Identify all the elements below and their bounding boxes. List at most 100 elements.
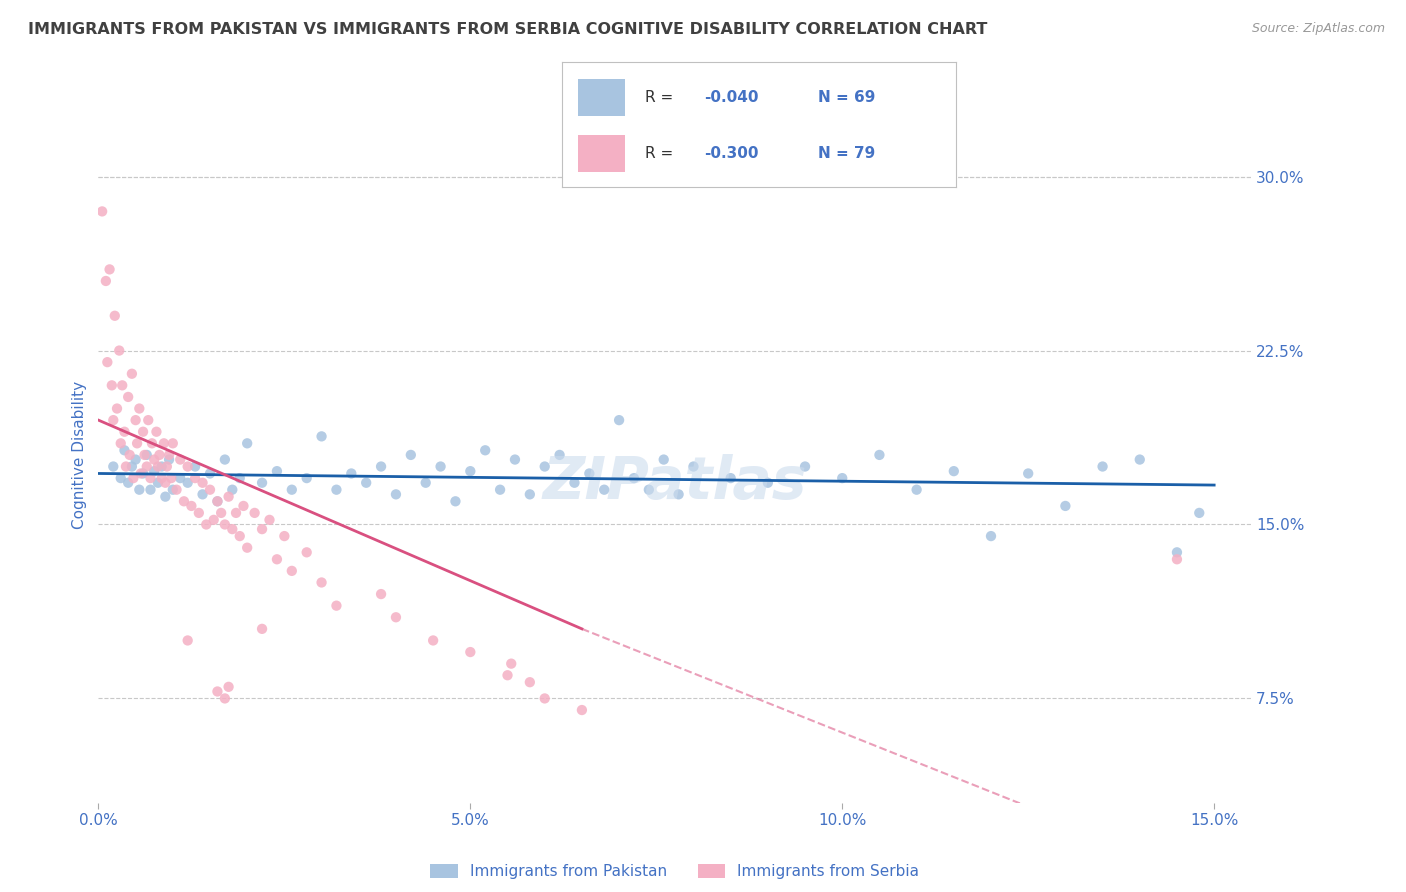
Point	[980, 529, 1002, 543]
Point	[250, 522, 273, 536]
Point	[91, 204, 114, 219]
Point	[198, 467, 221, 481]
Point	[121, 367, 143, 381]
Point	[533, 691, 555, 706]
Point	[623, 471, 645, 485]
Point	[444, 494, 467, 508]
Point	[503, 452, 526, 467]
Point	[868, 448, 890, 462]
Point	[519, 675, 541, 690]
Point	[180, 499, 202, 513]
Point	[221, 483, 243, 497]
Point	[1166, 552, 1188, 566]
Point	[259, 513, 281, 527]
Point	[905, 483, 928, 497]
Point	[184, 459, 207, 474]
Point	[141, 436, 163, 450]
Point	[429, 459, 451, 474]
Point	[250, 622, 273, 636]
Point	[232, 499, 254, 513]
Point	[243, 506, 266, 520]
Point	[281, 564, 304, 578]
Point	[489, 483, 512, 497]
Point	[176, 633, 198, 648]
Text: -0.300: -0.300	[704, 146, 759, 161]
Point	[250, 475, 273, 490]
Point	[385, 610, 408, 624]
Text: N = 69: N = 69	[818, 90, 876, 105]
Point	[229, 471, 252, 485]
Y-axis label: Cognitive Disability: Cognitive Disability	[72, 381, 87, 529]
Point	[370, 459, 392, 474]
Point	[370, 587, 392, 601]
Point	[94, 274, 117, 288]
Point	[127, 436, 149, 450]
Point	[105, 401, 128, 416]
Point	[143, 452, 166, 467]
Point	[266, 552, 288, 566]
Point	[184, 471, 207, 485]
Point	[942, 464, 965, 478]
Point	[114, 425, 136, 439]
Point	[98, 262, 121, 277]
Point	[148, 448, 170, 462]
Point	[103, 413, 125, 427]
Point	[96, 355, 118, 369]
Point	[236, 436, 259, 450]
Point	[115, 459, 138, 474]
Point	[311, 575, 333, 590]
Point	[340, 467, 363, 481]
Point	[136, 413, 159, 427]
Point	[578, 467, 600, 481]
Point	[121, 459, 143, 474]
Point	[145, 425, 167, 439]
Text: N = 79: N = 79	[818, 146, 876, 161]
Point	[128, 401, 150, 416]
Point	[225, 506, 247, 520]
Point	[385, 487, 408, 501]
Point	[124, 413, 146, 427]
Point	[593, 483, 616, 497]
Point	[173, 494, 195, 508]
Point	[124, 452, 146, 467]
Point	[236, 541, 259, 555]
Point	[166, 483, 188, 497]
Point	[132, 467, 155, 481]
Point	[207, 684, 229, 698]
Point	[266, 464, 288, 478]
Point	[157, 448, 180, 462]
Point	[682, 459, 704, 474]
Point	[169, 471, 191, 485]
Point	[214, 452, 236, 467]
Point	[110, 436, 132, 450]
Text: IMMIGRANTS FROM PAKISTAN VS IMMIGRANTS FROM SERBIA COGNITIVE DISABILITY CORRELAT: IMMIGRANTS FROM PAKISTAN VS IMMIGRANTS F…	[28, 22, 987, 37]
Point	[202, 513, 225, 527]
Point	[117, 390, 139, 404]
Point	[311, 429, 333, 443]
Point	[533, 459, 555, 474]
FancyBboxPatch shape	[578, 135, 626, 172]
Point	[176, 459, 198, 474]
Point	[162, 483, 184, 497]
Point	[146, 475, 169, 490]
Point	[176, 475, 198, 490]
Point	[548, 448, 571, 462]
Point	[422, 633, 444, 648]
Point	[111, 378, 134, 392]
Point	[156, 459, 179, 474]
Point	[720, 471, 742, 485]
Text: R =: R =	[645, 146, 678, 161]
Point	[157, 452, 180, 467]
Point	[519, 487, 541, 501]
Point	[607, 413, 630, 427]
Text: -0.040: -0.040	[704, 90, 759, 105]
Point	[195, 517, 218, 532]
Point	[325, 599, 347, 613]
Point	[1017, 467, 1039, 481]
Point	[221, 522, 243, 536]
Point	[114, 443, 136, 458]
Point	[162, 436, 184, 450]
Point	[150, 471, 173, 485]
Point	[218, 680, 240, 694]
Point	[399, 448, 422, 462]
